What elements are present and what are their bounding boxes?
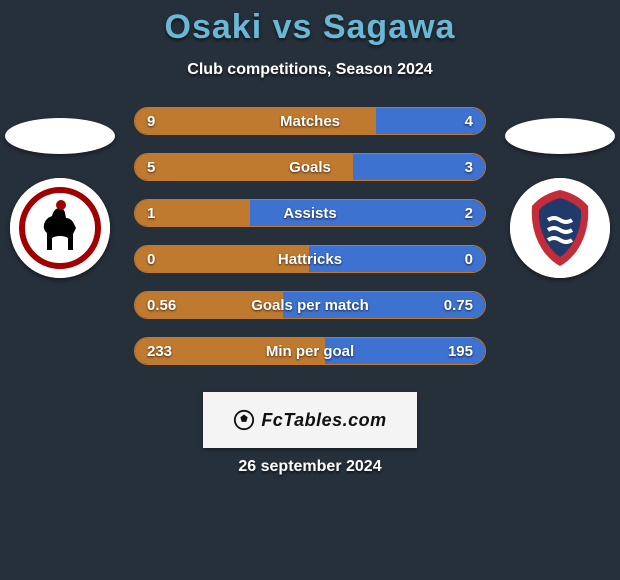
stat-right-value: 3 [465,159,485,176]
stat-left-value: 233 [135,343,172,360]
stat-left-value: 0 [135,251,155,268]
stat-row: 1 Assists 2 [134,199,486,227]
stats-card: Osaki vs Sagawa Club competitions, Seaso… [0,0,620,580]
left-player-column [0,118,120,278]
stat-right-value: 0 [465,251,485,268]
attribution-link[interactable]: FcTables.com [203,392,417,448]
subtitle: Club competitions, Season 2024 [0,61,620,79]
right-club-logo [510,178,610,278]
soccer-ball-icon [233,409,255,431]
stat-right-value: 2 [465,205,485,222]
stat-row: 233 Min per goal 195 [134,337,486,365]
date-text: 26 september 2024 [0,458,620,476]
stat-row: 0 Hattricks 0 [134,245,486,273]
stat-right-value: 4 [465,113,485,130]
right-logo-svg [510,178,610,278]
stat-left-value: 9 [135,113,155,130]
stat-right-value: 195 [448,343,485,360]
stat-row-left-fill [135,246,311,272]
right-flag-icon [505,118,615,154]
stat-row: 0.56 Goals per match 0.75 [134,291,486,319]
stat-row-right-fill [250,200,485,226]
stat-left-value: 0.56 [135,297,176,314]
stat-row: 5 Goals 3 [134,153,486,181]
page-title: Osaki vs Sagawa [0,0,620,47]
left-club-logo [10,178,110,278]
left-flag-icon [5,118,115,154]
stat-row-right-fill [309,246,485,272]
right-player-column [500,118,620,278]
left-logo-ball [56,200,66,210]
stat-right-value: 0.75 [444,297,485,314]
stat-row-left-fill [135,108,378,134]
attribution-text: FcTables.com [261,410,386,431]
stat-row-left-fill [135,154,355,180]
stat-row: 9 Matches 4 [134,107,486,135]
stat-left-value: 5 [135,159,155,176]
stat-left-value: 1 [135,205,155,222]
left-logo-svg [10,178,110,278]
